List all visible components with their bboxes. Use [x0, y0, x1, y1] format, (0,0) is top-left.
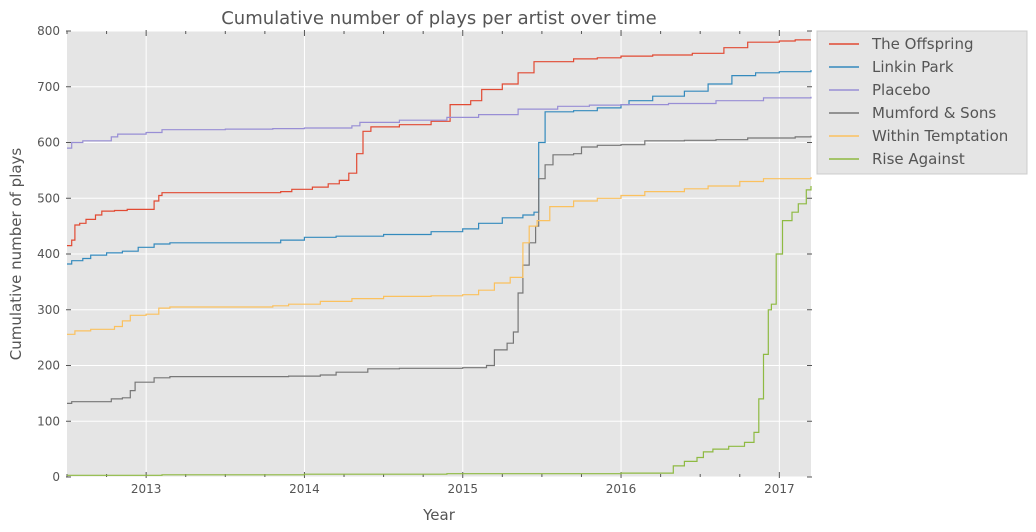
legend-label: Rise Against — [872, 150, 965, 168]
series-line — [67, 135, 812, 404]
y-axis-label: Cumulative number of plays — [7, 148, 25, 361]
legend-label: Placebo — [872, 81, 931, 99]
y-tick-label: 700 — [37, 80, 60, 94]
legend-label: Within Temptation — [872, 127, 1008, 145]
axis-ticks: 0 100 200 300 400 500 600 700 800 2013 2014 2015 201… — [37, 24, 812, 496]
series-line — [67, 177, 812, 335]
y-tick-label: 600 — [37, 136, 60, 150]
x-tick-label: 2015 — [447, 482, 478, 496]
series-line — [67, 70, 812, 265]
series-line — [67, 186, 812, 476]
legend-label: Mumford & Sons — [872, 104, 996, 122]
y-tick-label: 800 — [37, 24, 60, 38]
x-tick-label: 2017 — [764, 482, 795, 496]
y-tick-label: 0 — [52, 470, 60, 484]
x-tick-label: 2016 — [606, 482, 637, 496]
series-line — [67, 96, 812, 149]
grid — [67, 30, 811, 478]
legend-box — [816, 30, 1028, 175]
y-tick-label: 500 — [37, 191, 60, 205]
legend-label: Linkin Park — [872, 58, 954, 76]
legend-label: The Offspring — [871, 35, 974, 53]
y-tick-label: 300 — [37, 303, 60, 317]
y-tick-label: 400 — [37, 247, 60, 261]
legend: The Offspring Linkin Park Placebo Mumford &… — [816, 30, 1028, 175]
y-tick-label: 200 — [37, 359, 60, 373]
x-tick-label: 2014 — [289, 482, 320, 496]
x-tick-label: 2013 — [131, 482, 162, 496]
series-lines — [67, 39, 812, 476]
y-tick-label: 100 — [37, 414, 60, 428]
x-axis-label: Year — [422, 506, 456, 524]
chart-title: Cumulative number of plays per artist ov… — [221, 8, 657, 29]
series-line — [67, 39, 811, 247]
